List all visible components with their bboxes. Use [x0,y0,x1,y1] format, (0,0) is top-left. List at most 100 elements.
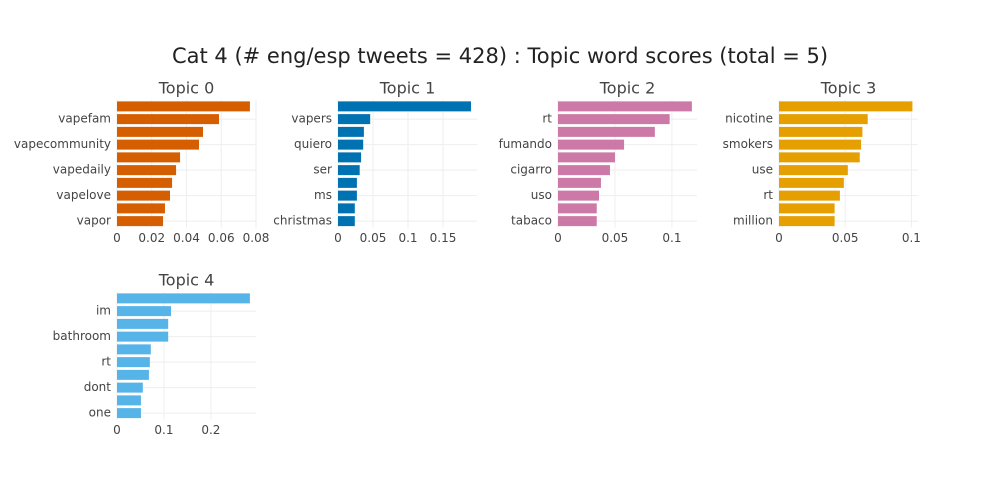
bar [779,177,844,188]
bar [117,357,150,368]
bar [779,126,863,137]
x-tick-label: 0.1 [398,231,417,245]
bar [338,139,364,150]
y-tick-label: christmas [273,214,332,228]
bar [117,139,200,150]
x-tick-label: 0.05 [360,231,387,245]
bar [117,114,219,125]
y-tick-label: rt [542,112,552,126]
bar [779,190,840,201]
y-tick-label: cigarro [510,163,552,177]
y-tick-label: nicotine [725,112,773,126]
bar [117,190,170,201]
subplot-title: Topic 0 [158,79,215,98]
y-tick-label: rt [101,355,111,369]
bar [558,177,601,188]
x-tick-label: 0 [775,231,783,245]
bar [338,126,364,137]
subplot-title: Topic 3 [820,79,877,98]
bar [117,369,149,380]
y-tick-label: ser [313,163,332,177]
x-tick-label: 0.1 [902,231,921,245]
bar [779,114,868,125]
bar [558,152,615,163]
bar [338,152,362,163]
y-tick-label: fumando [499,137,552,151]
bar [558,139,625,150]
y-tick-label: im [96,304,111,318]
y-tick-label: quiero [294,137,332,151]
y-tick-label: tabaco [511,214,552,228]
bar [558,101,692,112]
x-tick-label: 0.15 [430,231,457,245]
bar [117,203,165,214]
x-tick-label: 0.2 [201,423,220,437]
subplot-title: Topic 2 [599,79,656,98]
bar [338,190,357,201]
x-tick-label: 0 [334,231,342,245]
y-tick-label: ms [314,188,332,202]
bar [558,203,597,214]
y-tick-label: use [752,163,773,177]
bar [558,190,600,201]
x-tick-label: 0.02 [138,231,165,245]
bar [338,216,355,227]
bar [338,114,371,125]
y-tick-label: vapecommunity [14,137,111,151]
bar [779,165,848,176]
x-tick-label: 0 [554,231,562,245]
bar [117,293,250,304]
y-tick-label: vapefam [58,112,111,126]
bar [779,152,860,163]
bar [117,395,141,406]
x-tick-label: 0.05 [832,231,859,245]
x-tick-label: 0.04 [173,231,200,245]
x-tick-label: 0 [113,423,121,437]
y-tick-label: vapor [77,214,111,228]
bar [117,177,173,188]
bar [117,126,204,137]
y-tick-label: uso [531,188,552,202]
y-tick-label: one [89,406,111,420]
bar [779,203,835,214]
x-tick-label: 0.05 [602,231,629,245]
bar [558,114,670,125]
bar [338,165,360,176]
bar [779,101,913,112]
bar [117,382,143,393]
bar [779,139,862,150]
bar [117,152,181,163]
y-tick-label: vapers [291,112,332,126]
bar [117,216,164,227]
y-tick-label: bathroom [53,329,111,343]
y-tick-label: rt [763,188,773,202]
y-tick-label: million [733,214,773,228]
bar [558,165,610,176]
bar [117,165,177,176]
bar [117,101,250,112]
x-tick-label: 0.1 [154,423,173,437]
bar [117,344,151,355]
x-tick-label: 0.06 [208,231,235,245]
y-tick-label: vapelove [56,188,111,202]
subplot-title: Topic 4 [158,271,215,290]
bar [117,331,169,342]
bar [117,306,172,317]
y-tick-label: dont [84,380,112,394]
bar [558,126,655,137]
bar [779,216,835,227]
bar [117,318,169,329]
subplot-title: Topic 1 [379,79,436,98]
bar [338,101,471,112]
y-tick-label: smokers [723,137,773,151]
bar [338,203,355,214]
bar [338,177,357,188]
x-tick-label: 0 [113,231,121,245]
x-tick-label: 0.08 [243,231,270,245]
y-tick-label: vapedaily [53,163,111,177]
bar [117,408,141,419]
x-tick-label: 0.1 [662,231,681,245]
chart-title: Cat 4 (# eng/esp tweets = 428) : Topic w… [172,44,828,68]
bar [558,216,597,227]
